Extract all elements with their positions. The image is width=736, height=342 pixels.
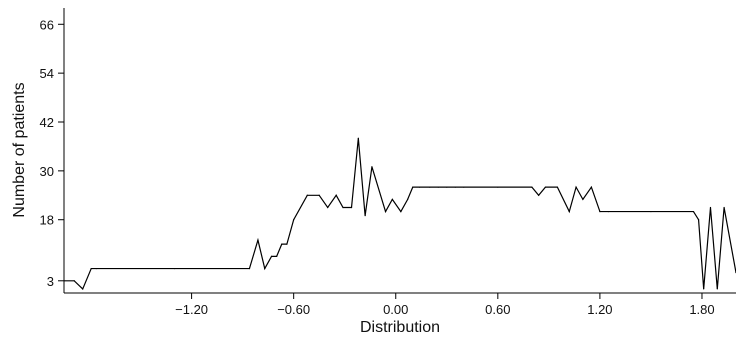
x-ticks: −1.20 −0.60 0.00 0.60 1.20 1.80 bbox=[175, 293, 715, 317]
y-tick-label: 54 bbox=[40, 66, 54, 81]
y-tick-label: 42 bbox=[40, 115, 54, 130]
data-point bbox=[582, 198, 584, 200]
data-point bbox=[350, 206, 353, 209]
y-tick-label: 30 bbox=[40, 164, 54, 179]
data-point bbox=[429, 186, 431, 188]
data-point bbox=[412, 186, 414, 188]
x-tick-label: 0.00 bbox=[383, 302, 408, 317]
data-point bbox=[446, 186, 448, 188]
axes bbox=[63, 8, 736, 294]
data-point bbox=[590, 186, 592, 188]
data-point bbox=[63, 280, 65, 282]
series-line bbox=[64, 138, 736, 290]
x-axis-title: Distribution bbox=[360, 319, 440, 336]
data-point bbox=[531, 186, 533, 188]
y-tick-label: 66 bbox=[40, 17, 54, 32]
data-point bbox=[270, 255, 273, 257]
data-point bbox=[281, 243, 283, 245]
data-point bbox=[556, 186, 558, 188]
data-point bbox=[407, 198, 409, 200]
data-point bbox=[318, 194, 320, 196]
data-point bbox=[454, 186, 456, 188]
data-point bbox=[607, 210, 610, 213]
series-layer bbox=[63, 137, 736, 290]
data-point bbox=[709, 206, 712, 209]
data-point bbox=[257, 239, 259, 241]
data-point bbox=[264, 267, 266, 270]
data-point bbox=[400, 210, 402, 213]
data-point bbox=[90, 267, 92, 270]
data-point bbox=[650, 210, 652, 213]
x-tick-label: −0.60 bbox=[277, 302, 310, 317]
data-point bbox=[391, 198, 393, 200]
data-point bbox=[575, 186, 577, 188]
data-point bbox=[703, 288, 705, 290]
y-tick-label: 3 bbox=[47, 274, 54, 289]
data-point bbox=[357, 137, 359, 139]
data-point bbox=[73, 280, 75, 282]
data-point bbox=[716, 288, 718, 290]
data-point bbox=[342, 206, 344, 209]
y-axis-title: Number of patients bbox=[11, 82, 28, 217]
data-point bbox=[497, 186, 499, 188]
data-point bbox=[327, 206, 329, 209]
data-point bbox=[544, 186, 547, 188]
x-tick-label: 0.60 bbox=[485, 302, 510, 317]
x-tick-label: 1.20 bbox=[587, 302, 612, 317]
data-point bbox=[335, 194, 337, 196]
data-point bbox=[538, 194, 540, 196]
data-point bbox=[371, 166, 373, 168]
data-point bbox=[306, 194, 308, 196]
data-point bbox=[697, 219, 700, 221]
data-point bbox=[723, 206, 725, 209]
data-point bbox=[286, 243, 288, 245]
data-point bbox=[364, 215, 366, 217]
x-tick-label: 1.80 bbox=[689, 302, 714, 317]
data-point bbox=[418, 186, 421, 188]
data-point bbox=[95, 267, 97, 270]
data-point bbox=[568, 210, 570, 213]
y-ticks: 3 18 30 42 54 66 bbox=[40, 17, 64, 289]
y-tick-label: 18 bbox=[40, 213, 54, 228]
data-point bbox=[82, 288, 84, 290]
data-point bbox=[248, 267, 251, 270]
data-point bbox=[276, 255, 278, 257]
data-point bbox=[173, 267, 176, 270]
data-point bbox=[599, 210, 601, 213]
x-tick-label: −1.20 bbox=[175, 302, 208, 317]
data-point bbox=[293, 219, 295, 221]
data-point bbox=[437, 186, 439, 188]
data-point bbox=[384, 210, 387, 213]
data-point bbox=[463, 186, 465, 188]
data-point bbox=[692, 210, 695, 213]
